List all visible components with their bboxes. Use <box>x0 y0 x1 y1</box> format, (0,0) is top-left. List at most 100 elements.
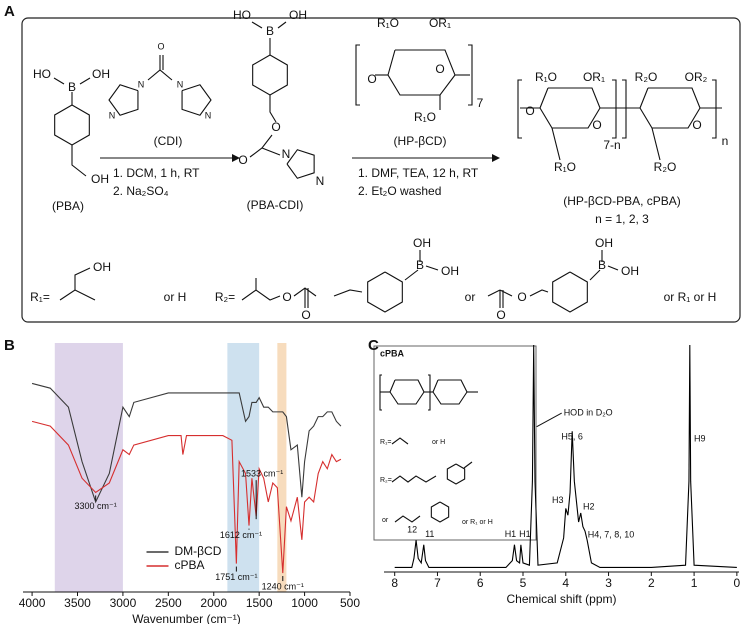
panel-a-frame <box>21 17 741 323</box>
x-tick-label: 5 <box>520 576 527 590</box>
bond <box>249 134 273 158</box>
label: R₁O <box>377 16 399 30</box>
panel-label: A <box>4 3 15 20</box>
x-tick-label: 4 <box>562 576 569 590</box>
label: N <box>177 79 184 89</box>
label: HO <box>233 8 251 22</box>
annotation: 11 <box>425 529 434 539</box>
bond <box>355 44 360 106</box>
band <box>277 343 287 592</box>
bond <box>517 79 522 139</box>
label: OH <box>289 8 307 22</box>
x-axis-title: Wavenumber (cm⁻¹) <box>132 612 241 624</box>
spectrum-line <box>31 420 342 574</box>
bond <box>430 501 450 523</box>
bond <box>59 289 96 301</box>
label: B <box>68 80 76 94</box>
annotation: 1240 cm⁻¹ <box>262 581 304 591</box>
x-tick-label: 7 <box>434 576 441 590</box>
label: OH <box>91 172 109 186</box>
label: O <box>525 104 534 118</box>
label: OH <box>621 264 639 278</box>
x-tick-label: 2000 <box>200 596 227 610</box>
inset-label: R₁= <box>380 439 392 446</box>
annotation: H1 <box>505 529 517 539</box>
bond <box>252 54 288 96</box>
label: R₂= <box>215 290 235 304</box>
bond <box>147 69 173 81</box>
inset-title: cPBA <box>380 348 405 358</box>
x-tick-label: 1000 <box>291 596 318 610</box>
label: or R₁ or H <box>664 290 717 304</box>
bond <box>286 149 315 179</box>
bond <box>241 289 281 301</box>
label: O <box>157 41 164 51</box>
bond <box>71 145 87 177</box>
label: OH <box>93 260 111 274</box>
annotation: H9 <box>694 433 706 443</box>
annotation: H5, 6 <box>561 431 583 441</box>
arrow-head <box>492 154 500 162</box>
bond <box>333 289 363 297</box>
x-tick-label: 2500 <box>155 596 182 610</box>
label: R₂O <box>635 70 658 84</box>
label: (HP-βCD) <box>394 134 447 148</box>
spectrum-line <box>31 382 342 504</box>
annotation: HOD in D₂O <box>564 407 613 417</box>
x-tick-label: 1500 <box>246 596 273 610</box>
inset-label: or R₁ or H <box>462 519 493 526</box>
legend-label: cPBA <box>175 558 205 572</box>
label: O <box>692 118 701 132</box>
annotation-arrow <box>536 412 562 428</box>
label: (PBA) <box>52 199 84 213</box>
structure-bonds <box>53 21 722 523</box>
label: N <box>109 110 116 120</box>
x-tick-label: 0 <box>734 576 741 590</box>
label: B <box>266 24 274 38</box>
bond <box>499 289 513 297</box>
label: 7-n <box>603 138 620 152</box>
label: HO <box>33 67 51 81</box>
bond <box>53 77 65 85</box>
label: O <box>238 153 247 167</box>
label: or <box>465 290 476 304</box>
arrow-head <box>232 154 240 162</box>
label: OH <box>595 236 613 250</box>
bond <box>539 87 601 129</box>
label: N <box>205 110 212 120</box>
bond <box>529 289 549 297</box>
annotation: 1751 cm⁻¹ <box>215 572 257 582</box>
annotation: H4, 7, 8, 10 <box>588 530 635 540</box>
band <box>227 343 260 592</box>
label: OH <box>92 67 110 81</box>
bond <box>639 87 701 129</box>
annotation: 1612 cm⁻¹ <box>220 530 262 540</box>
legend-label: DM-βCD <box>175 544 222 558</box>
x-tick-label: 1 <box>691 576 698 590</box>
x-tick-label: 6 <box>477 576 484 590</box>
bond <box>391 475 437 483</box>
label: OH <box>441 264 459 278</box>
bond <box>551 127 561 161</box>
bond <box>269 95 277 123</box>
label: B <box>416 258 424 272</box>
inset-label: R₂= <box>380 477 392 484</box>
x-tick-label: 3500 <box>64 596 91 610</box>
label: R₁O <box>535 70 557 84</box>
label: or H <box>164 290 187 304</box>
bond <box>589 269 601 281</box>
label: N <box>316 174 325 188</box>
label: N <box>282 147 291 161</box>
inset-frame <box>373 345 537 541</box>
label: O <box>271 120 280 134</box>
label: O <box>592 118 601 132</box>
bond <box>463 461 473 469</box>
panel-label: C <box>368 337 379 354</box>
bond <box>428 374 431 411</box>
label: OH <box>413 236 431 250</box>
x-tick-label: 500 <box>340 596 360 610</box>
label: O <box>301 308 310 322</box>
panel-label: B <box>4 337 15 354</box>
label: OR₂ <box>685 70 708 84</box>
